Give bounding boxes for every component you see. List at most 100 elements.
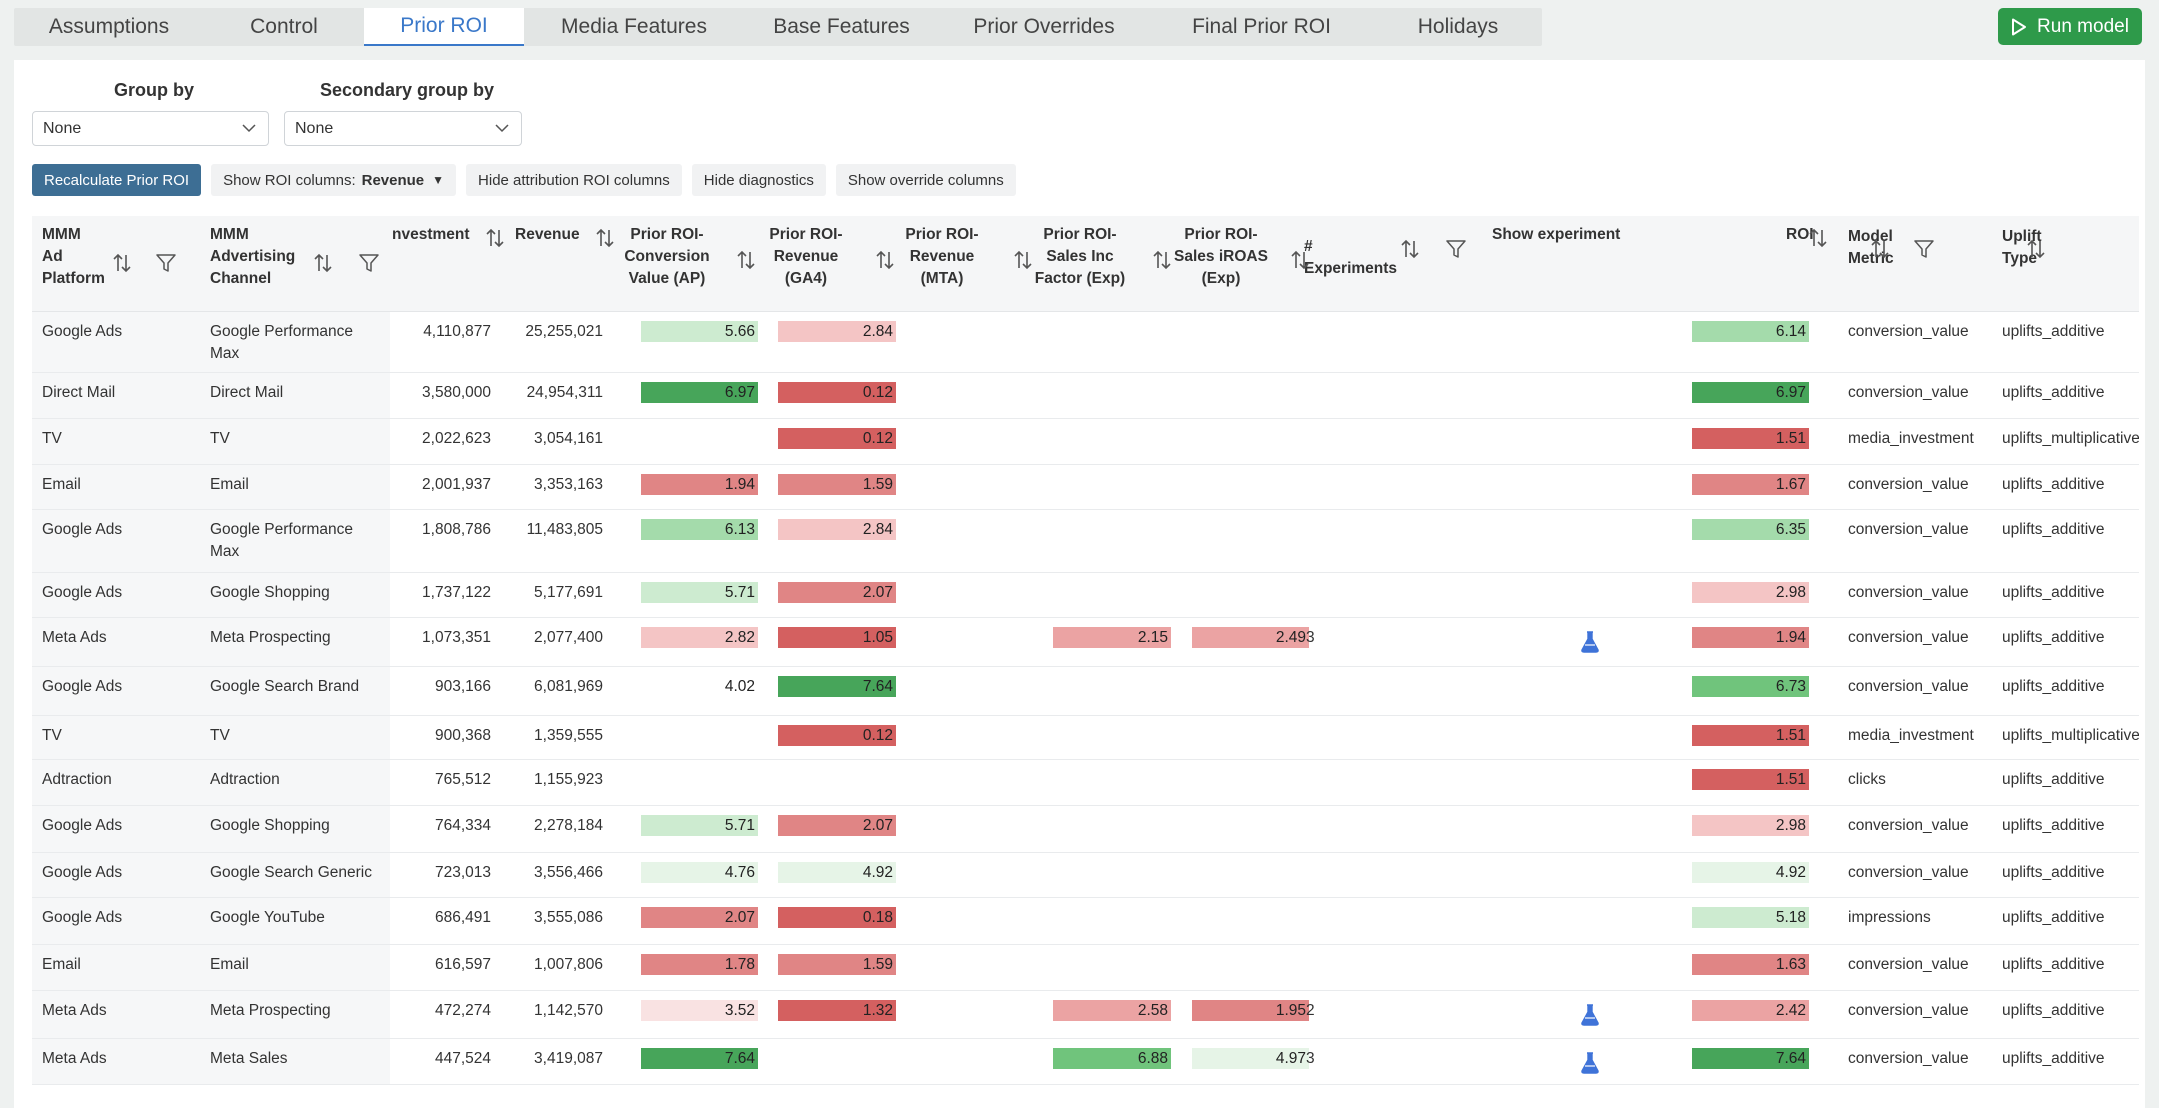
table-row[interactable]: Email Email 2,001,937 3,353,163 1.94 1.59 1.67…	[32, 465, 2139, 510]
secondary-group-by-select[interactable]: None	[284, 111, 522, 146]
column-header-prior-roi-ap[interactable]: Prior ROI- Conversion Value (AP)	[624, 226, 710, 287]
platform-cell: Meta Ads	[32, 991, 200, 1038]
show-override-columns-button[interactable]: Show override columns	[835, 164, 1016, 196]
main-panel: Group by None Secondary group by None Re…	[14, 60, 2145, 1108]
tab-base-features[interactable]: Base Features	[773, 15, 910, 38]
table-row[interactable]: Google Ads Google Performance Max 4,110,87…	[32, 312, 2139, 373]
sort-prior-roi-ap-icon[interactable]	[735, 249, 757, 271]
flask-icon[interactable]	[1580, 1004, 1600, 1026]
column-header-investment[interactable]: nvestment	[392, 226, 470, 243]
column-header-model-metric[interactable]: Model Metric	[1848, 228, 1894, 267]
roi-bar: 2.98	[1692, 815, 1809, 836]
tab-assumptions[interactable]: Assumptions	[48, 15, 170, 38]
table-row[interactable]: Google Ads Google Search Brand 903,166 6,08…	[32, 667, 2139, 716]
roi-bar: 2.98	[1692, 582, 1809, 603]
prior-roi-ga4-bar: 2.07	[778, 582, 896, 603]
action-bar: Recalculate Prior ROI Show ROI columns: …	[32, 164, 1016, 196]
show-roi-columns-select[interactable]: Show ROI columns: Revenue ▼	[211, 164, 457, 196]
hide-diagnostics-button[interactable]: Hide diagnostics	[691, 164, 826, 196]
recalculate-prior-roi-button[interactable]: Recalculate Prior ROI	[32, 164, 202, 196]
table-row[interactable]: Google Ads Google Shopping 1,737,122 5,177,…	[32, 573, 2139, 618]
prior-roi-ap-bar: 6.13	[641, 519, 758, 540]
model-metric-cell: conversion_value	[1848, 1002, 1969, 1019]
tab-final-prior-roi[interactable]: Final Prior ROI	[1192, 15, 1331, 38]
table-row[interactable]: Google Ads Google Shopping 764,334 2,278,18…	[32, 806, 2139, 853]
group-by-select[interactable]: None	[32, 111, 269, 146]
model-metric-cell: conversion_value	[1848, 323, 1969, 340]
investment-cell: 900,368	[434, 727, 491, 744]
sort-prior-roi-sales-inc-icon[interactable]	[1151, 249, 1173, 271]
sort-experiments-icon[interactable]	[1399, 238, 1421, 260]
column-header-prior-roi-iroas[interactable]: Prior ROI- Sales iROAS (Exp)	[1174, 226, 1268, 287]
run-model-button[interactable]: Run model	[1998, 8, 2142, 45]
model-metric-cell: impressions	[1848, 909, 1931, 926]
table-row[interactable]: Google Ads Google Performance Max 1,808,78…	[32, 510, 2139, 573]
table-row[interactable]: Meta Ads Meta Prospecting 472,274 1,142,570…	[32, 991, 2139, 1039]
roi-bar: 1.51	[1692, 769, 1809, 790]
table-row[interactable]: Google Ads Google Search Generic 723,013 3,…	[32, 853, 2139, 898]
sort-uplift-type-icon[interactable]	[2025, 238, 2047, 260]
tab-control[interactable]: Control	[250, 15, 318, 38]
prior-roi-ap-bar: 5.66	[641, 321, 758, 342]
revenue-cell: 1,007,806	[534, 956, 603, 973]
roi-bar: 2.42	[1692, 1000, 1809, 1021]
group-by-value: None	[43, 119, 82, 137]
column-header-prior-roi-mta[interactable]: Prior ROI- Revenue (MTA)	[905, 226, 979, 287]
uplift-type-cell: uplifts_additive	[2002, 817, 2105, 834]
tab-bar: Assumptions Control Prior ROI Media Feature…	[14, 8, 1542, 46]
tab-media-features[interactable]: Media Features	[561, 15, 707, 38]
sort-prior-roi-mta-icon[interactable]	[1012, 249, 1034, 271]
filter-platform-icon[interactable]	[155, 252, 177, 274]
table-row[interactable]: Meta Ads Meta Prospecting 1,073,351 2,077,4…	[32, 618, 2139, 667]
sort-investment-icon[interactable]	[484, 227, 506, 249]
table-row[interactable]: Meta Ads Meta Sales 447,524 3,419,087 7.64 6.…	[32, 1039, 2139, 1085]
filter-model-metric-icon[interactable]	[1913, 238, 1935, 260]
table-row[interactable]: Direct Mail Direct Mail 3,580,000 24,954,31…	[32, 373, 2139, 419]
table-row[interactable]: Adtraction Adtraction 765,512 1,155,923 1.51…	[32, 760, 2139, 806]
column-header-prior-roi-sales-inc[interactable]: Prior ROI- Sales Inc Factor (Exp)	[1034, 226, 1126, 287]
column-header-channel[interactable]: MMM Advertising Channel	[210, 226, 296, 287]
table-row[interactable]: Email Email 616,597 1,007,806 1.78 1.59 1.63 co…	[32, 945, 2139, 991]
sort-model-metric-icon[interactable]	[1869, 238, 1891, 260]
table-row[interactable]: Google Ads Google YouTube 686,491 3,555,086…	[32, 898, 2139, 945]
uplift-type-cell: uplifts_additive	[2002, 771, 2105, 788]
revenue-cell: 6,081,969	[534, 678, 603, 695]
column-header-platform[interactable]: MMM Ad Platform	[42, 226, 105, 287]
investment-cell: 1,808,786	[422, 521, 491, 538]
table-row[interactable]: TV TV 2,022,623 3,054,161 0.12 1.51 media_inve…	[32, 419, 2139, 465]
filter-experiments-icon[interactable]	[1445, 238, 1467, 260]
sort-prior-roi-ga4-icon[interactable]	[874, 249, 896, 271]
experiments-cell	[1302, 716, 1362, 759]
filter-channel-icon[interactable]	[358, 252, 380, 274]
column-header-revenue[interactable]: Revenue	[515, 226, 580, 243]
column-header-roi[interactable]: ROI	[1786, 226, 1814, 243]
sort-channel-icon[interactable]	[312, 252, 334, 274]
uplift-type-cell: uplifts_additive	[2002, 384, 2105, 401]
sort-roi-icon[interactable]	[1807, 227, 1829, 249]
experiments-cell	[1302, 667, 1362, 715]
tab-prior-overrides[interactable]: Prior Overrides	[973, 15, 1115, 38]
prior-roi-ga4-bar: 1.59	[778, 474, 896, 495]
sort-revenue-icon[interactable]	[594, 227, 616, 249]
sort-platform-icon[interactable]	[111, 252, 133, 274]
prior-roi-ga4-bar: 0.12	[778, 725, 896, 746]
prior-roi-ap-bar: 2.82	[641, 627, 758, 648]
roi-bar: 1.67	[1692, 474, 1809, 495]
show-roi-columns-label: Show ROI columns:	[223, 171, 356, 189]
sort-prior-roi-iroas-icon[interactable]	[1289, 249, 1311, 271]
table-row[interactable]: TV TV 900,368 1,359,555 0.12 1.51 media_invest…	[32, 716, 2139, 760]
channel-cell: TV	[200, 419, 390, 464]
flask-icon[interactable]	[1580, 631, 1600, 653]
column-header-prior-roi-ga4[interactable]: Prior ROI- Revenue (GA4)	[769, 226, 843, 287]
chevron-down-icon	[495, 124, 509, 133]
prior-roi-ap-bar: 6.97	[641, 382, 758, 403]
experiments-cell	[1302, 465, 1362, 509]
hide-attribution-roi-columns-button[interactable]: Hide attribution ROI columns	[466, 164, 682, 196]
flask-icon[interactable]	[1580, 1052, 1600, 1074]
tab-prior-roi[interactable]: Prior ROI	[364, 8, 524, 46]
column-header-uplift-type[interactable]: Uplift Type	[2002, 228, 2042, 267]
column-header-experiments[interactable]: # Experiments	[1304, 238, 1398, 277]
uplift-type-cell: uplifts_additive	[2002, 956, 2105, 973]
tab-holidays[interactable]: Holidays	[1417, 15, 1499, 38]
revenue-cell: 1,142,570	[534, 1002, 603, 1019]
